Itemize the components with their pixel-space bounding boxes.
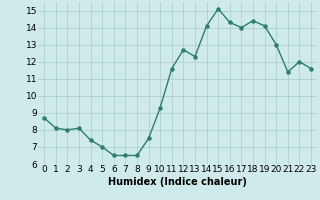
X-axis label: Humidex (Indice chaleur): Humidex (Indice chaleur): [108, 177, 247, 187]
